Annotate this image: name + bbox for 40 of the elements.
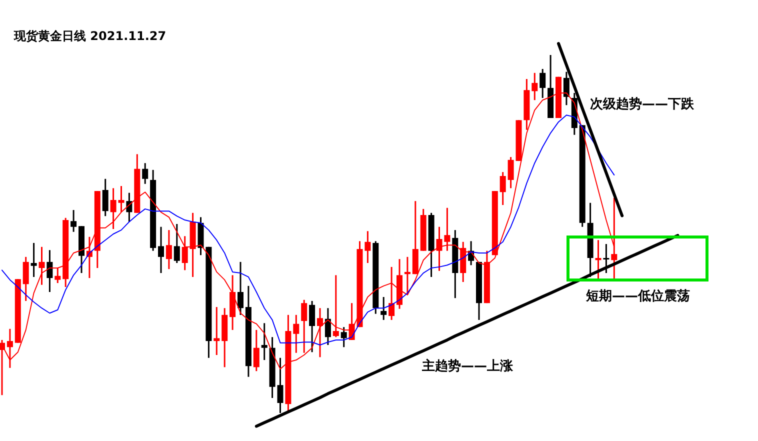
candlestick	[324, 307, 331, 346]
candlestick	[301, 299, 308, 354]
candlestick	[30, 242, 37, 278]
candlestick	[102, 178, 108, 217]
chart-title: 现货黄金日线 2021.11.27	[13, 29, 166, 43]
candlestick	[70, 209, 77, 233]
candlestick	[214, 306, 220, 356]
candlestick	[277, 357, 284, 414]
candlestick	[380, 296, 387, 321]
candlestick	[603, 243, 610, 274]
candlestick	[540, 68, 546, 99]
candlestick	[46, 249, 53, 293]
candlestick	[182, 235, 188, 271]
annotation: 主趋势——上涨	[421, 358, 514, 374]
candlestick	[317, 307, 323, 358]
candlestick	[388, 266, 395, 321]
candlestick	[595, 239, 602, 281]
candlestick	[110, 187, 116, 230]
candlestick	[332, 274, 339, 338]
candlestick	[404, 256, 410, 296]
candlestick	[563, 71, 570, 106]
candlestick	[500, 171, 506, 206]
candlestick	[118, 185, 124, 213]
candlestick	[309, 300, 316, 353]
candlestick	[158, 226, 164, 274]
candlestick	[38, 246, 45, 286]
candlestick	[508, 156, 514, 189]
candlestick	[174, 223, 180, 264]
candlestick	[293, 314, 300, 354]
candlestick	[261, 322, 268, 361]
candlestick	[253, 329, 260, 372]
candlestick	[22, 256, 29, 302]
candlestick	[54, 267, 61, 284]
annotation: 次级趋势——下跌	[590, 96, 695, 112]
candlestick	[166, 229, 172, 270]
candlestick	[532, 72, 538, 101]
candlestick	[238, 261, 244, 316]
annotation: 短期——低位震荡	[585, 288, 690, 304]
candlestick	[142, 162, 148, 185]
candlestick	[340, 326, 347, 348]
